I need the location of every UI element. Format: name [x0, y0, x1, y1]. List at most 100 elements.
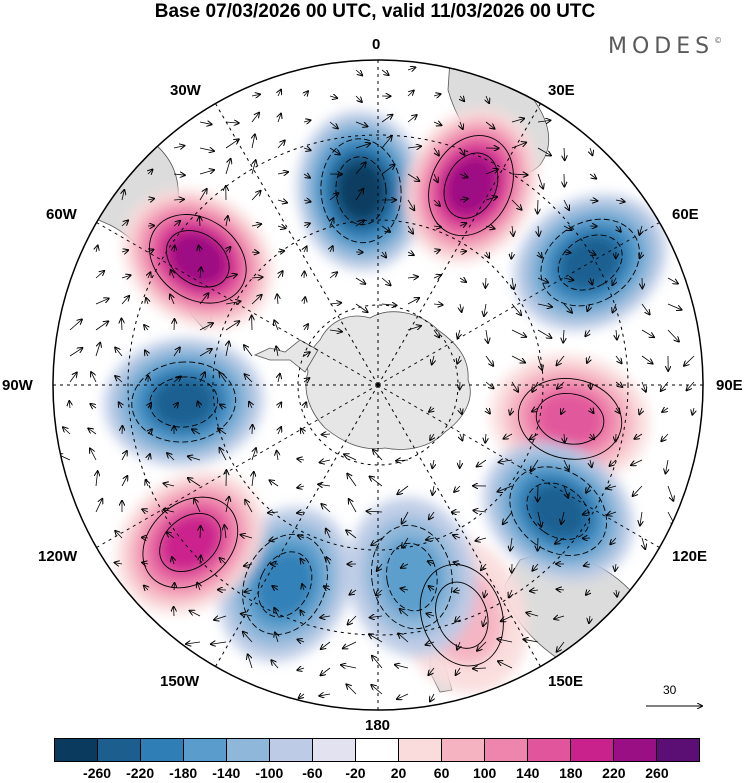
wind-arrow — [433, 275, 441, 278]
wind-arrow — [329, 330, 342, 332]
polar-map — [52, 59, 704, 711]
wind-arrow — [167, 532, 175, 539]
wind-arrow — [512, 225, 513, 236]
wind-arrow — [321, 504, 331, 513]
wind-arrow — [498, 661, 513, 669]
wind-arrow — [122, 190, 124, 201]
wind-arrow — [661, 433, 669, 441]
wind-arrow — [538, 511, 541, 527]
lon-label-30e: 30E — [548, 82, 575, 99]
wind-arrow — [485, 226, 494, 229]
wind-arrow — [590, 408, 593, 413]
wind-arrow — [667, 485, 673, 501]
colorbar-cell — [98, 739, 141, 761]
wind-arrow — [252, 160, 256, 175]
wind-arrow — [616, 225, 621, 232]
wind-arrow — [537, 277, 548, 282]
colorbar-cell — [313, 739, 356, 761]
wind-arrow — [303, 120, 310, 122]
wind-arrow — [610, 537, 617, 544]
wind-arrow — [511, 251, 512, 259]
wind-arrow — [526, 613, 539, 616]
antarctica — [305, 311, 471, 450]
wind-arrow — [277, 226, 285, 228]
wind-arrow — [297, 668, 305, 670]
colorbar-tick-label: 60 — [433, 765, 450, 781]
wind-arrow — [615, 382, 622, 387]
wind-arrow — [402, 537, 409, 548]
wind-arrow — [563, 252, 570, 253]
colorbar-tick-label: 100 — [472, 765, 497, 781]
wind-arrow — [485, 197, 497, 200]
wind-arrow — [511, 303, 521, 315]
meridian-line — [377, 384, 660, 548]
wind-arrow — [407, 173, 419, 181]
wind-arrow — [631, 459, 643, 465]
wind-arrow — [220, 448, 227, 461]
wind-arrow — [485, 381, 494, 388]
wind-arrow — [426, 614, 435, 616]
wind-arrow — [396, 460, 409, 461]
colorbar-cell — [141, 739, 184, 761]
wind-arrow — [299, 694, 304, 698]
wind-arrow — [326, 529, 330, 539]
anomaly-contour — [428, 135, 514, 237]
wind-arrow — [483, 615, 486, 626]
wind-arrow — [148, 429, 152, 434]
colorbar-cell — [399, 739, 442, 761]
meridian-line — [215, 384, 379, 667]
lon-label-120w: 120W — [38, 548, 78, 565]
anomaly-shade — [535, 390, 605, 448]
wind-arrow — [199, 349, 212, 357]
wind-arrow — [251, 113, 259, 123]
wind-arrow — [304, 402, 306, 409]
wind-arrow — [251, 191, 261, 201]
wind-arrow — [355, 69, 362, 75]
wind-arrow — [200, 556, 201, 565]
wind-arrow — [272, 586, 279, 590]
wind-arrow — [433, 122, 441, 125]
wind-arrow — [511, 174, 528, 175]
wind-arrow — [511, 381, 518, 392]
wind-arrow — [329, 272, 337, 279]
wind-arrow — [329, 193, 338, 201]
anomaly-shade — [379, 537, 445, 617]
wind-arrow — [475, 538, 487, 541]
wind-arrow — [252, 448, 256, 461]
lon-label-120e: 120E — [672, 548, 708, 565]
wind-arrow — [381, 136, 392, 149]
wind-arrow — [511, 119, 524, 122]
wind-arrow — [330, 246, 333, 253]
wind-arrow — [511, 143, 526, 149]
wind-arrow — [241, 614, 253, 616]
wind-arrow — [277, 451, 278, 461]
wind-arrow — [434, 147, 439, 155]
wind-arrow — [321, 641, 331, 649]
wind-arrow — [121, 476, 127, 487]
wind-arrow — [641, 355, 653, 364]
wind-arrow — [277, 172, 288, 174]
wind-arrow — [199, 189, 207, 201]
colorbar-tick-label: -260 — [83, 765, 112, 781]
wind-arrow — [245, 374, 253, 383]
wind-arrow — [407, 91, 414, 97]
meridian-line — [215, 103, 379, 386]
wind-arrow — [381, 115, 392, 123]
wind-arrow — [303, 352, 310, 356]
wind-arrow — [511, 329, 526, 337]
wind-arrow — [249, 402, 252, 409]
colorbar-cell — [442, 739, 485, 761]
wind-arrow — [144, 586, 148, 590]
wind-arrow — [341, 665, 357, 668]
wind-arrow — [274, 608, 278, 617]
colorbar-cell — [485, 739, 528, 761]
anomaly-contour — [509, 466, 608, 556]
wind-arrow — [302, 584, 304, 591]
wind-arrow — [225, 321, 239, 331]
wind-arrow — [563, 485, 568, 498]
wind-arrow — [615, 355, 622, 363]
anomaly-contour — [166, 230, 230, 288]
wind-arrow — [587, 303, 590, 311]
wind-arrow — [499, 460, 513, 462]
wind-arrow — [164, 483, 175, 486]
